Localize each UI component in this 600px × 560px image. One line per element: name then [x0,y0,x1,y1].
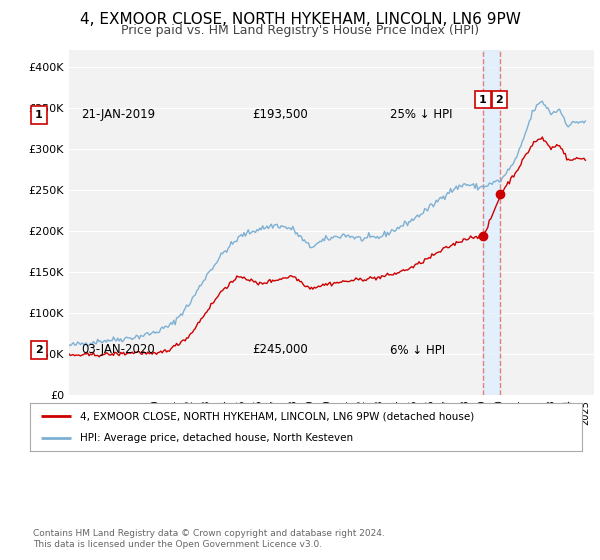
Text: 1: 1 [35,110,43,120]
Text: 03-JAN-2020: 03-JAN-2020 [81,343,155,357]
Text: 4, EXMOOR CLOSE, NORTH HYKEHAM, LINCOLN, LN6 9PW (detached house): 4, EXMOOR CLOSE, NORTH HYKEHAM, LINCOLN,… [80,411,474,421]
Text: 6% ↓ HPI: 6% ↓ HPI [390,343,445,357]
Text: 2: 2 [496,95,503,105]
Text: HPI: Average price, detached house, North Kesteven: HPI: Average price, detached house, Nort… [80,433,353,443]
Text: 4, EXMOOR CLOSE, NORTH HYKEHAM, LINCOLN, LN6 9PW: 4, EXMOOR CLOSE, NORTH HYKEHAM, LINCOLN,… [80,12,520,27]
Text: 25% ↓ HPI: 25% ↓ HPI [390,108,452,122]
Text: £245,000: £245,000 [252,343,308,357]
Bar [483,50,499,395]
Text: 2: 2 [35,345,43,355]
Text: 21-JAN-2019: 21-JAN-2019 [81,108,155,122]
Text: 1: 1 [479,95,487,105]
Text: £193,500: £193,500 [252,108,308,122]
Text: Contains HM Land Registry data © Crown copyright and database right 2024.
This d: Contains HM Land Registry data © Crown c… [33,529,385,549]
Text: Price paid vs. HM Land Registry's House Price Index (HPI): Price paid vs. HM Land Registry's House … [121,24,479,36]
